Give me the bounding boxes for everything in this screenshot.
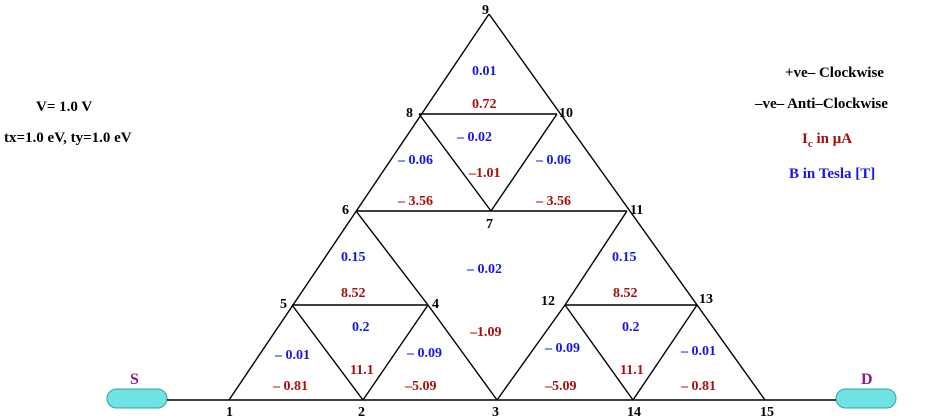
current-upper-mid: –1.01 — [468, 166, 501, 181]
current-right-inner: 11.1 — [620, 363, 644, 378]
node-1: 1 — [226, 405, 233, 420]
drain-label: D — [861, 371, 873, 388]
source-lead — [106, 388, 168, 409]
current-values: 0.72 –1.01 – 3.56 – 3.56 8.52 8.52 –1.09… — [272, 97, 716, 394]
field-bottom-left-1: – 0.01 — [274, 348, 310, 363]
edge-8-7 — [418, 113, 492, 212]
current-bottom-left-2: –5.09 — [404, 379, 437, 394]
node-11: 11 — [630, 203, 643, 218]
node-14: 14 — [627, 405, 641, 420]
node-7: 7 — [486, 217, 493, 232]
node-15: 15 — [760, 405, 774, 420]
current-right-upper: – 3.56 — [535, 194, 571, 209]
edge-11-12 — [564, 210, 628, 306]
current-symbol: I — [802, 131, 808, 147]
current-right-mid: 8.52 — [613, 286, 638, 301]
field-values: 0.01 – 0.02 – 0.06 – 0.06 0.15 – 0.02 0.… — [274, 64, 716, 363]
edge-12-3 — [496, 304, 566, 401]
field-bottom-left-2: – 0.09 — [406, 346, 442, 361]
edge-12-14 — [564, 304, 634, 401]
edge-5-2 — [291, 304, 364, 401]
edge-4-2 — [362, 304, 429, 401]
node-6: 6 — [342, 203, 349, 218]
node-labels: 1 2 3 4 5 6 7 8 9 10 11 12 13 14 15 — [226, 3, 774, 420]
legend-anticlockwise: –ve– Anti–Clockwise — [754, 96, 888, 112]
field-top: 0.01 — [472, 64, 497, 79]
current-top: 0.72 — [472, 97, 497, 112]
edge-13-14 — [632, 304, 698, 401]
current-bottom-right-1: –5.09 — [544, 379, 577, 394]
node-8: 8 — [406, 106, 413, 121]
source-label: S — [130, 371, 139, 388]
node-3: 3 — [492, 405, 499, 420]
node-10: 10 — [559, 106, 573, 121]
current-left-upper: – 3.56 — [397, 194, 433, 209]
edge-4-3 — [427, 304, 498, 401]
node-13: 13 — [699, 292, 713, 307]
node-4: 4 — [432, 297, 439, 312]
legend-current-unit: Ic in μA — [802, 131, 852, 150]
field-upper-left: – 0.06 — [397, 153, 433, 168]
hopping-label: tx=1.0 eV, ty=1.0 eV — [4, 130, 132, 146]
node-2: 2 — [358, 405, 365, 420]
current-center: –1.09 — [469, 325, 502, 340]
voltage-label: V= 1.0 V — [36, 99, 92, 115]
node-5: 5 — [280, 297, 287, 312]
legend-field-unit: B in Tesla [T] — [789, 166, 875, 182]
current-subscript: c — [808, 138, 813, 150]
legend: +ve– Clockwise –ve– Anti–Clockwise Ic in… — [754, 65, 888, 182]
edge-10-7 — [490, 113, 558, 212]
legend-clockwise: +ve– Clockwise — [785, 65, 884, 81]
current-left-mid: 8.52 — [341, 286, 366, 301]
current-bottom-left-1: – 0.81 — [272, 379, 308, 394]
field-center: – 0.02 — [466, 262, 502, 277]
drain-lead — [835, 388, 897, 409]
current-left-inner: 11.1 — [350, 363, 374, 378]
field-left-inner: 0.2 — [352, 320, 370, 335]
field-bottom-right-2: – 0.01 — [680, 344, 716, 359]
node-12: 12 — [541, 294, 555, 309]
current-unit-text: in μA — [813, 131, 853, 147]
field-bottom-right-1: – 0.09 — [544, 341, 580, 356]
field-upper-mid: – 0.02 — [456, 130, 492, 145]
node-9: 9 — [482, 3, 489, 18]
field-right-inner: 0.2 — [622, 320, 640, 335]
outer-right-edge — [488, 13, 766, 401]
field-right-big: 0.15 — [612, 250, 637, 265]
field-upper-right: – 0.06 — [535, 153, 571, 168]
lattice-edges — [167, 13, 836, 401]
field-left-big: 0.15 — [341, 250, 366, 265]
outer-left-edge — [228, 13, 490, 401]
edge-6-4 — [355, 210, 429, 306]
current-bottom-right-2: – 0.81 — [680, 379, 716, 394]
